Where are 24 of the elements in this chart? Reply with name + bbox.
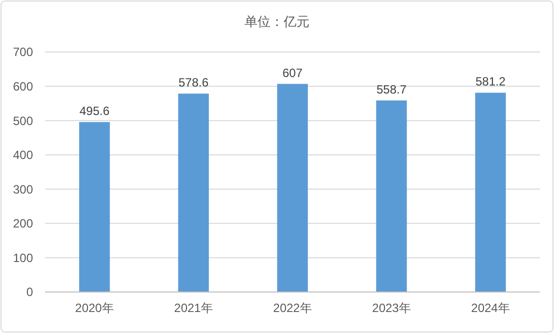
- data-label: 495.6: [79, 104, 110, 118]
- x-tick-label: 2022年: [273, 301, 312, 315]
- data-label: 578.6: [178, 76, 209, 90]
- bar: [277, 84, 308, 292]
- bar: [475, 92, 506, 292]
- data-label: 607: [282, 66, 303, 80]
- y-tick-label: 300: [12, 182, 34, 196]
- data-label: 558.7: [376, 82, 407, 96]
- chart-title: 单位：亿元: [244, 14, 310, 29]
- bar: [79, 122, 110, 292]
- y-tick-label: 400: [12, 148, 34, 162]
- x-tick-label: 2020年: [75, 301, 114, 315]
- bar: [178, 94, 209, 292]
- x-tick-label: 2023年: [372, 301, 411, 315]
- data-label: 581.2: [475, 74, 506, 89]
- y-tick-label: 0: [26, 285, 34, 300]
- x-tick-label: 2024年: [471, 301, 510, 315]
- bar: [376, 100, 407, 292]
- y-tick-label: 500: [12, 114, 34, 128]
- y-tick-label: 700: [12, 45, 34, 60]
- y-tick-label: 100: [12, 250, 34, 265]
- y-tick-label: 200: [12, 216, 34, 231]
- x-tick-label: 2021年: [174, 301, 213, 315]
- y-tick-label: 600: [12, 79, 34, 94]
